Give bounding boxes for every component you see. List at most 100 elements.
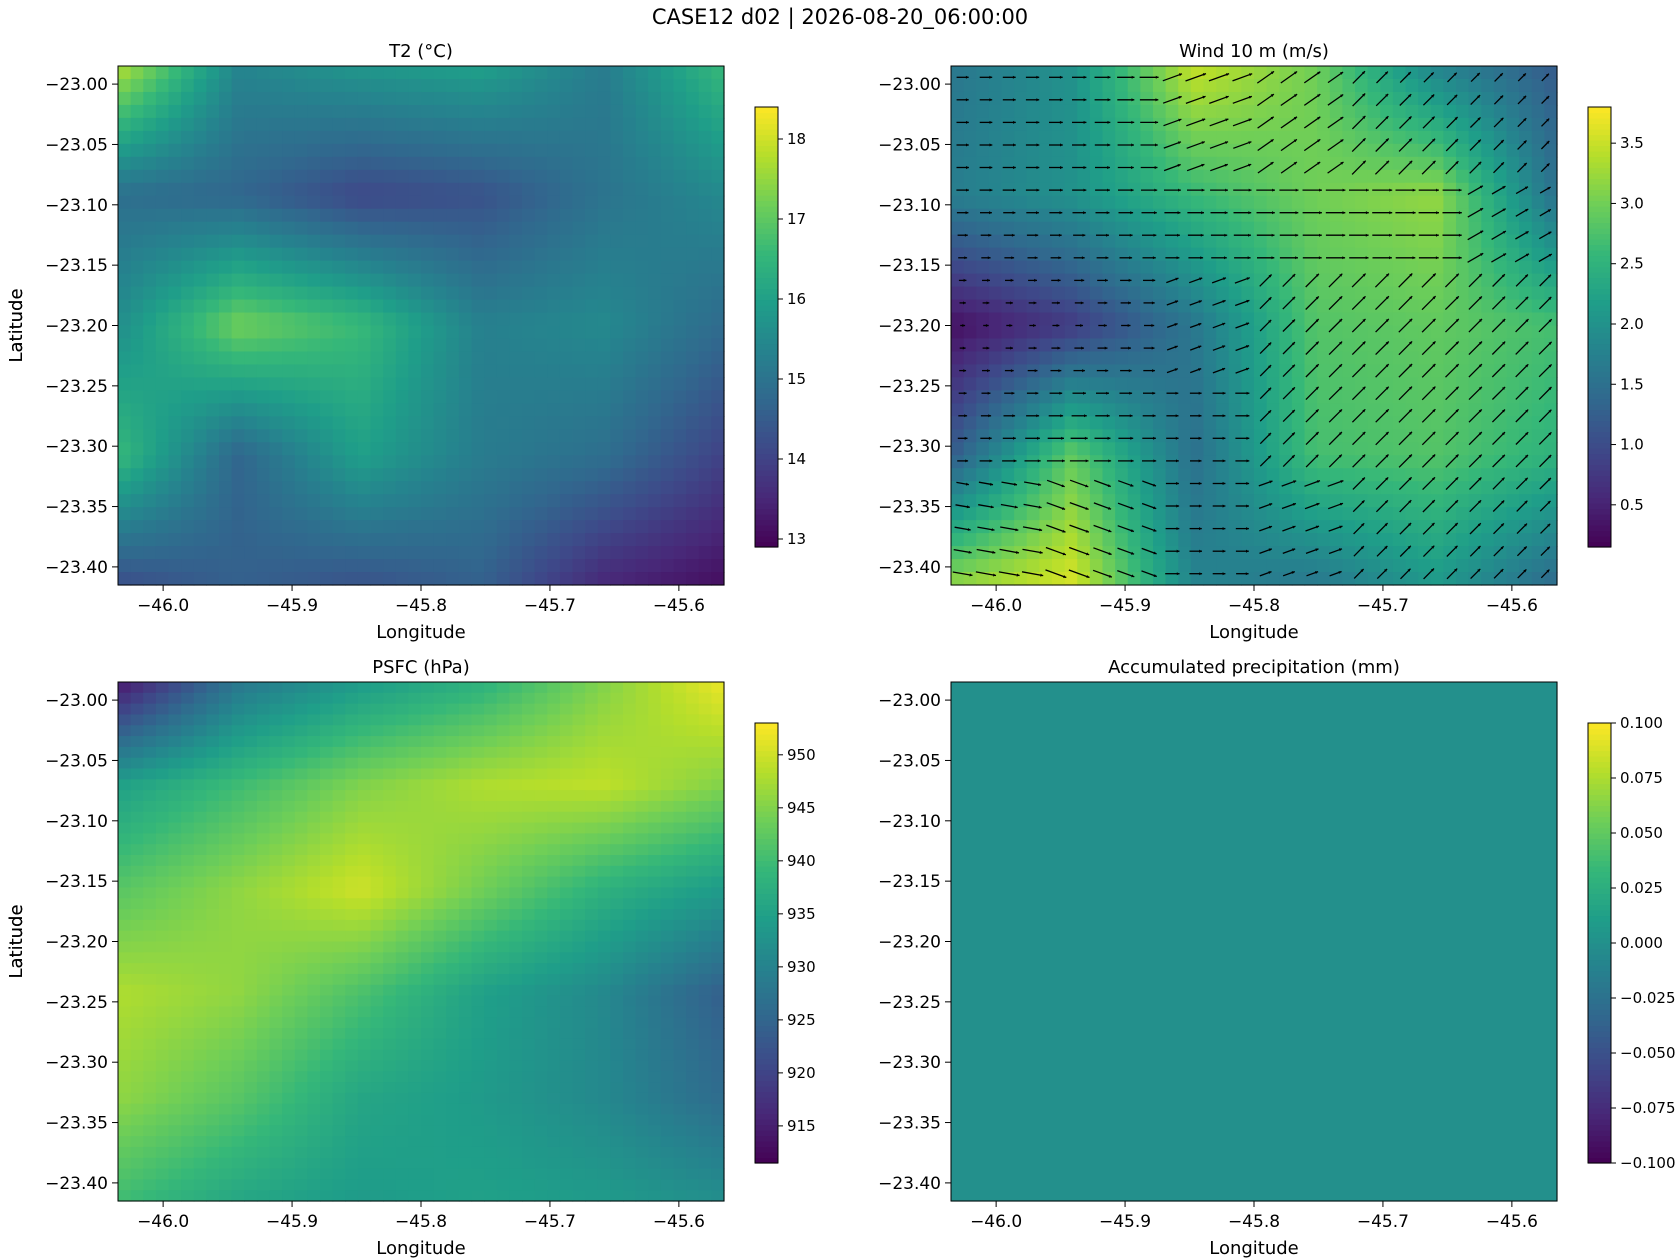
heatmap-cell	[471, 78, 485, 93]
heatmap-cell	[1254, 403, 1268, 417]
heatmap-cell	[294, 143, 308, 158]
heatmap-cell	[484, 533, 498, 547]
heatmap-cell	[370, 559, 384, 573]
heatmap-cell	[1001, 338, 1015, 353]
heatmap-cell	[458, 130, 473, 145]
heatmap-cell	[345, 442, 359, 456]
heatmap-cell	[1329, 533, 1343, 547]
heatmap-cell	[1203, 117, 1217, 132]
heatmap-cell	[660, 208, 675, 223]
heatmap-cell	[1430, 403, 1444, 417]
heatmap-cell	[1380, 286, 1394, 301]
heatmap-cell	[1153, 299, 1167, 314]
heatmap-cell	[1039, 169, 1053, 184]
heatmap-cell	[711, 338, 725, 353]
heatmap-cell	[1380, 312, 1394, 327]
heatmap-cell	[231, 429, 245, 443]
heatmap-cell	[1254, 572, 1268, 586]
heatmap-cell	[1216, 507, 1230, 521]
heatmap-cell	[1266, 442, 1280, 456]
heatmap-cell	[648, 442, 662, 456]
wind-arrow-head	[1151, 324, 1155, 327]
heatmap-cell	[1165, 169, 1179, 184]
heatmap-cell	[1493, 312, 1508, 327]
wind-arrow-head	[1502, 409, 1505, 413]
heatmap-cell	[231, 351, 245, 366]
heatmap-cell	[1456, 403, 1470, 417]
heatmap-cell	[1392, 416, 1407, 430]
heatmap-cell	[572, 182, 586, 197]
heatmap-cell	[181, 130, 195, 145]
heatmap-cell	[231, 208, 245, 223]
heatmap-cell	[269, 78, 283, 93]
heatmap-cell	[269, 390, 283, 404]
heatmap-cell	[673, 286, 687, 301]
heatmap-cell	[1190, 104, 1205, 119]
heatmap-cell	[282, 182, 296, 197]
heatmap-cell	[118, 143, 132, 158]
wind-arrow-shaft	[1093, 502, 1112, 510]
heatmap-cell	[1405, 429, 1419, 443]
heatmap-cell	[244, 325, 258, 340]
heatmap-cell	[1089, 117, 1104, 132]
heatmap-cell	[1443, 533, 1457, 547]
heatmap-cell	[988, 520, 1003, 534]
wind-arrow-head	[1480, 230, 1484, 234]
heatmap-cell	[673, 455, 687, 469]
wind-arrow-head	[1246, 391, 1250, 395]
heatmap-cell	[421, 494, 435, 508]
heatmap-cell	[1203, 221, 1217, 236]
heatmap-cell	[118, 312, 132, 327]
heatmap-cell	[130, 403, 144, 417]
heatmap-cell	[1304, 325, 1318, 340]
heatmap-cell	[698, 325, 712, 340]
heatmap-cell	[1026, 429, 1040, 443]
heatmap-cell	[1089, 403, 1104, 417]
heatmap-cell	[635, 416, 649, 430]
heatmap-cell	[219, 156, 233, 171]
heatmap-cell	[181, 273, 195, 288]
wind-arrow-head	[1476, 72, 1480, 76]
heatmap-cell	[1216, 364, 1230, 378]
heatmap-cell	[433, 156, 447, 171]
wind-arrow-shaft	[1093, 479, 1112, 488]
wind-arrow-head	[1315, 386, 1319, 390]
heatmap-cell	[1506, 104, 1520, 119]
heatmap-cell	[231, 273, 245, 288]
heatmap-cell	[1001, 234, 1015, 249]
heatmap-cell	[345, 221, 359, 236]
heatmap-cell	[635, 312, 649, 327]
heatmap-cell	[1367, 66, 1381, 80]
heatmap-cell	[320, 312, 334, 327]
wind-arrow-head	[1432, 386, 1436, 390]
heatmap-cell	[1102, 78, 1116, 93]
heatmap-cell	[1405, 117, 1419, 132]
heatmap-cell	[1039, 286, 1053, 301]
heatmap-cell	[1493, 559, 1508, 573]
heatmap-cell	[1531, 468, 1545, 482]
heatmap-cell	[307, 117, 321, 132]
wind-arrow-head	[1246, 277, 1250, 281]
wind-arrow-shaft	[1327, 138, 1344, 152]
wind-arrow-shaft	[1210, 163, 1229, 172]
wind-arrow-head	[1365, 233, 1369, 237]
heatmap-cell	[1367, 221, 1381, 236]
heatmap-cell	[1481, 78, 1495, 93]
heatmap-cell	[1014, 377, 1028, 391]
heatmap-cell	[1241, 169, 1255, 184]
heatmap-cell	[1241, 494, 1255, 508]
heatmap-cell	[976, 377, 990, 391]
heatmap-cell	[433, 182, 447, 197]
heatmap-cell	[332, 481, 346, 495]
heatmap-cell	[597, 520, 611, 534]
heatmap-cell	[1481, 429, 1495, 443]
heatmap-cell	[988, 195, 1003, 210]
heatmap-cell	[522, 494, 536, 508]
heatmap-cell	[383, 66, 397, 80]
heatmap-cell	[219, 66, 233, 80]
heatmap-cell	[1052, 351, 1066, 366]
heatmap-cell	[610, 169, 624, 184]
heatmap-cell	[1153, 364, 1167, 378]
heatmap-cell	[1544, 442, 1558, 456]
heatmap-cell	[1291, 455, 1306, 469]
